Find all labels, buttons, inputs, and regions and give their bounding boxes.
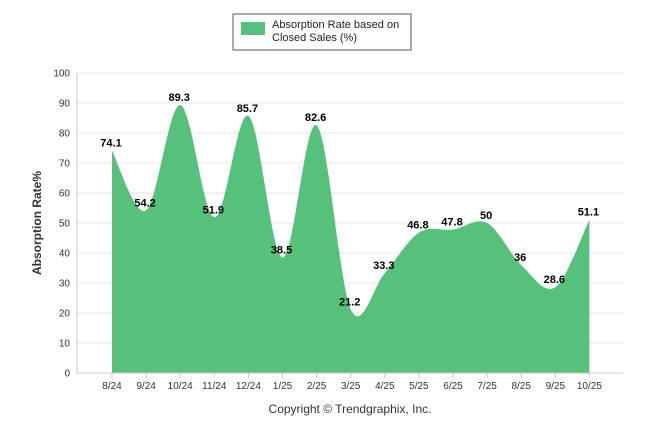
data-label: 82.6 (305, 112, 326, 124)
y-tick-label: 100 (53, 69, 70, 80)
x-tick-label: 2/25 (307, 381, 327, 392)
y-tick-label: 30 (59, 279, 71, 290)
data-label: 51.1 (578, 207, 599, 219)
data-label: 28.6 (544, 274, 565, 286)
data-label: 38.5 (271, 245, 292, 257)
x-tick-label: 8/25 (511, 381, 531, 392)
data-labels: 74.1 54.2 89.3 51.9 85.7 38.5 82.6 21.2 33.3 46.8… (100, 92, 599, 308)
data-label: 46.8 (407, 220, 428, 232)
x-tick-label: 6/25 (443, 381, 463, 392)
data-label: 21.2 (339, 296, 360, 308)
y-tick-label: 40 (59, 249, 71, 260)
y-tick-label: 60 (59, 189, 71, 200)
legend-label-line-1: Absorption Rate based on (272, 19, 399, 31)
x-tick-label: 8/24 (102, 381, 122, 392)
data-label: 33.3 (373, 260, 394, 272)
x-tick-label: 7/25 (477, 381, 497, 392)
y-tick-label: 70 (59, 159, 71, 170)
data-label: 36 (514, 252, 526, 264)
data-label: 50 (480, 210, 492, 222)
y-tick-label: 90 (59, 99, 71, 110)
y-tick-label: 20 (59, 309, 71, 320)
y-tick-label: 0 (64, 369, 70, 380)
legend-swatch (241, 22, 265, 35)
data-label: 47.8 (441, 217, 462, 229)
x-tick-label: 9/24 (136, 381, 156, 392)
x-axis-ticks: 8/24 9/24 10/24 11/24 12/24 1/25 2/25 3/25 4/25 5… (102, 373, 602, 392)
copyright-footer: Copyright © Trendgraphix, Inc. (269, 402, 432, 416)
x-tick-label: 10/24 (168, 381, 193, 392)
x-tick-label: 1/25 (273, 381, 293, 392)
data-label: 51.9 (203, 204, 224, 216)
y-tick-label: 80 (59, 129, 71, 140)
x-tick-label: 9/25 (546, 381, 566, 392)
x-tick-label: 5/25 (409, 381, 429, 392)
data-label: 74.1 (100, 138, 121, 150)
axes (76, 73, 623, 374)
y-tick-label: 50 (59, 219, 71, 230)
series-area (112, 105, 590, 374)
x-tick-label: 10/25 (577, 381, 602, 392)
y-axis-label: Absorption Rate% (30, 171, 44, 275)
x-tick-label: 12/24 (236, 381, 261, 392)
data-label: 85.7 (237, 103, 258, 115)
y-tick-label: 10 (59, 339, 71, 350)
legend-label-line-2: Closed Sales (%) (272, 32, 357, 44)
chart-legend[interactable]: Absorption Rate based on Closed Sales (%… (232, 13, 412, 51)
x-tick-label: 3/25 (341, 381, 361, 392)
x-tick-label: 11/24 (202, 381, 227, 392)
data-label: 89.3 (168, 92, 189, 104)
x-tick-label: 4/25 (375, 381, 395, 392)
data-label: 54.2 (134, 197, 155, 209)
y-axis-ticks: 0 10 20 30 40 50 60 70 80 90 100 (53, 69, 70, 380)
